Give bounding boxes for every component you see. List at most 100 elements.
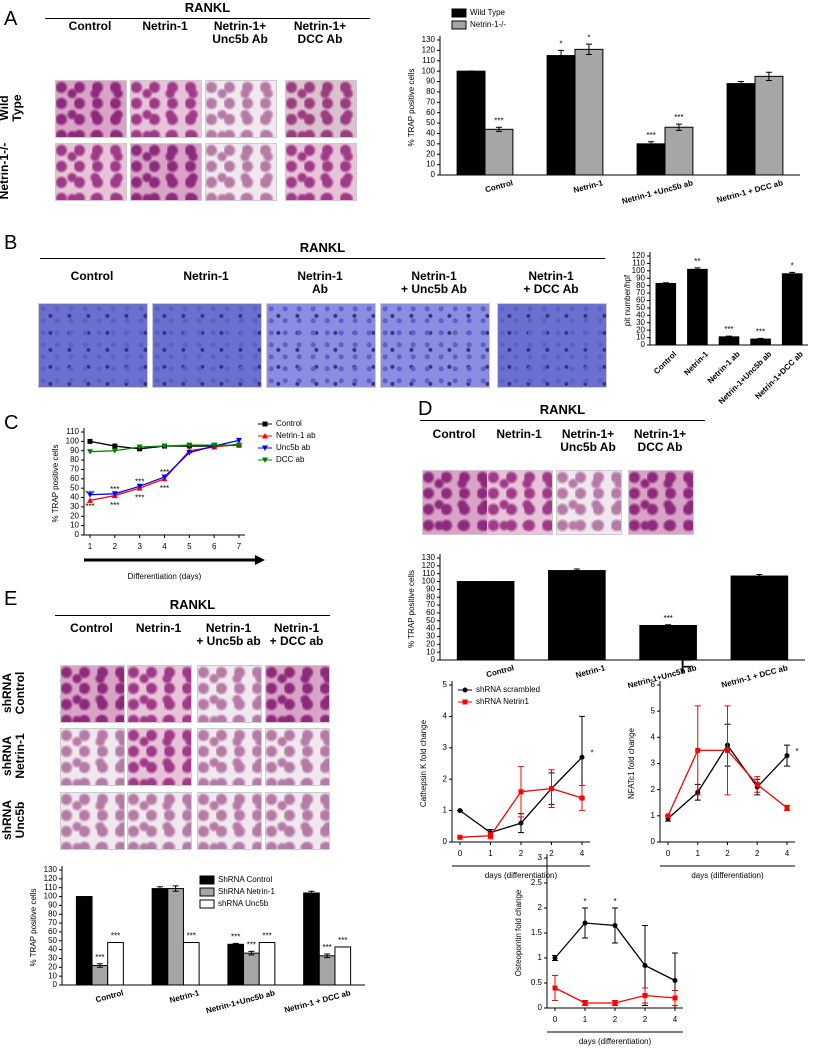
column-label: Control	[432, 427, 476, 441]
error-bar	[495, 126, 502, 132]
y-tick-label: 1	[651, 811, 656, 820]
error-bar	[756, 573, 763, 579]
data-point	[582, 1000, 588, 1006]
significance-label: ***	[674, 113, 683, 122]
panel-letter: E	[4, 588, 18, 610]
error-bar	[726, 335, 732, 339]
significance-label: ***	[231, 933, 240, 942]
significance-label: *	[613, 897, 616, 906]
data-point	[87, 492, 93, 498]
data-point	[87, 449, 93, 455]
data-point	[111, 448, 118, 454]
x-tick-label: 2	[113, 542, 118, 551]
error-bar	[757, 337, 764, 341]
x-tick-label: Control	[95, 988, 125, 1004]
panel-letter: D	[418, 398, 433, 420]
micrograph	[205, 143, 277, 201]
data-point	[579, 795, 585, 801]
data-point	[552, 985, 558, 991]
y-tick-label: 0	[431, 170, 436, 179]
data-point	[518, 789, 524, 795]
error-bar	[573, 568, 580, 573]
data-point	[665, 813, 671, 819]
x-tick-label: 1	[88, 542, 93, 551]
micrograph	[130, 80, 202, 138]
y-tick-label: 30	[48, 954, 57, 963]
y-tick-label: 0	[75, 530, 80, 539]
micrograph	[60, 792, 125, 850]
column-label: Netrin-1 + Unc5b ab	[196, 621, 261, 648]
y-tick-label: 4	[651, 732, 656, 741]
column-label: Netrin-1 + DCC Ab	[523, 269, 579, 296]
y-axis-label: NFATc1 fold change	[627, 727, 636, 799]
bar	[664, 126, 694, 176]
x-tick-label: 3	[137, 542, 142, 551]
bar	[227, 943, 245, 986]
significance-label: *	[559, 39, 562, 48]
column-label: Netrin-1+ Unc5b Ab	[560, 427, 616, 454]
micrograph	[127, 792, 192, 850]
x-tick-label: 7	[237, 542, 242, 551]
micrograph	[265, 792, 330, 850]
data-point	[186, 442, 193, 449]
x-tick-label: 2	[725, 849, 730, 858]
x-tick-label: Netrin-1 +Unc5b ab	[621, 178, 694, 206]
y-tick-label: 120	[422, 45, 436, 54]
column-label: Netrin-1 + DCC ab	[269, 621, 324, 648]
y-tick-label: 20	[48, 962, 57, 971]
legend-marker	[262, 457, 268, 463]
column-label: Control	[68, 19, 112, 33]
y-tick-label: 30	[70, 502, 79, 511]
legend-marker	[262, 445, 268, 451]
y-tick-label: 70	[48, 918, 57, 927]
x-tick-label: 0	[553, 1015, 558, 1024]
bar	[781, 273, 803, 346]
legend-label: shRNA Netrin1	[476, 697, 529, 706]
error-bar	[738, 81, 745, 87]
y-tick-label: 110	[422, 569, 435, 578]
micrograph	[197, 665, 262, 723]
x-tick-label: Netrin-1+Unc5b ab	[205, 988, 276, 1015]
column-label: Netrin-1+ DCC Ab	[293, 19, 347, 46]
column-label: Netrin-1+ Unc5b Ab	[212, 19, 268, 46]
data-point	[549, 786, 554, 792]
y-tick-label: 0	[538, 1003, 543, 1012]
significance-label: ***	[135, 493, 144, 502]
error-bar	[96, 963, 103, 968]
data-point	[642, 993, 648, 998]
legend-marker	[462, 699, 468, 705]
micrograph	[205, 80, 277, 138]
y-tick-label: 90	[426, 77, 435, 86]
y-tick-label: 130	[422, 35, 436, 44]
error-bar	[789, 271, 796, 276]
error-bar	[156, 886, 163, 891]
legend-marker	[462, 687, 468, 693]
significance-label: *	[795, 747, 798, 756]
column-label: Netrin-1	[142, 19, 188, 33]
bar	[456, 581, 515, 661]
micrograph	[130, 143, 202, 201]
data-point	[695, 747, 701, 753]
y-axis-label: % TRAP positive cells	[51, 445, 60, 523]
y-tick-label: 50	[426, 118, 435, 127]
data-point	[754, 781, 760, 787]
data-point	[161, 474, 168, 480]
significance-label: ***	[646, 131, 655, 140]
row-label: Netrin-1-/-	[0, 142, 11, 200]
y-tick-label: 40	[70, 493, 79, 502]
data-point	[136, 483, 143, 490]
panel-header: RANKL	[420, 402, 705, 421]
data-point	[186, 450, 193, 456]
bar	[334, 946, 352, 986]
legend-label: Unc5b ab	[276, 443, 311, 452]
y-tick-label: 100	[44, 892, 58, 901]
y-tick-label: 10	[70, 521, 79, 530]
data-point	[236, 442, 242, 449]
data-point	[672, 978, 678, 983]
y-tick-label: 20	[70, 511, 79, 520]
x-tick-label: Netrin-1	[575, 663, 607, 680]
y-tick-label: 2	[651, 785, 656, 794]
y-tick-label: 30	[426, 139, 435, 148]
significance-label: ***	[262, 932, 271, 941]
micrograph	[197, 792, 262, 850]
